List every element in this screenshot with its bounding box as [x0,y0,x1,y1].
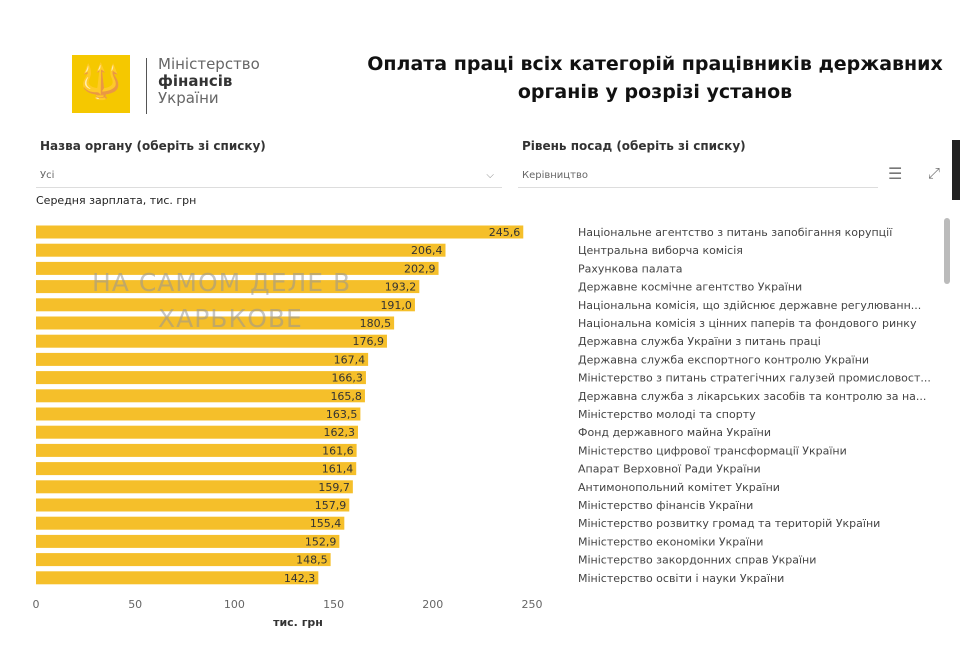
expand-icon[interactable]: ⤢ [928,164,941,182]
bar [36,480,353,494]
logo-text-2: фінансів [158,72,233,90]
x-tick-label: 100 [224,598,245,611]
bar [36,371,366,385]
watermark-line-1: НА САМОМ ДЕЛЕ В [92,268,352,297]
bar [36,243,446,257]
ministry-logo [72,55,130,113]
bar [36,534,340,548]
bar [36,425,359,439]
bar [36,407,361,421]
data-label: 176,9 [352,335,384,348]
bar [36,316,395,330]
data-label: 193,2 [385,281,417,294]
data-label: 161,4 [322,463,354,476]
chevron-down-icon: ⌵ [486,170,494,181]
category-label: Міністерство з питань стратегічних галуз… [578,372,931,385]
data-label: 148,5 [296,554,328,567]
data-label: 161,6 [322,444,354,457]
bar [36,225,524,239]
scrollbar[interactable] [944,218,950,284]
filter-level-dropdown[interactable]: Керівництво [518,164,878,188]
x-tick-label: 200 [422,598,443,611]
category-label: Антимонопольний комітет України [578,481,780,494]
data-label: 163,5 [326,408,358,421]
title-line-2: органів у розрізі установ [517,81,793,103]
bar [36,571,319,585]
filter-icon[interactable]: ☰ [888,164,903,183]
data-label: 159,7 [318,481,350,494]
category-label: Центральна виборча комісія [578,244,743,257]
x-tick-label: 150 [323,598,344,611]
bar [36,280,420,294]
bar [36,334,387,348]
data-label: 142,3 [284,572,316,585]
category-label: Національна комісія з цінних паперів та … [578,317,917,330]
bar [36,298,415,312]
x-tick-label: 250 [522,598,543,611]
filter-organ-value: Усі [40,170,55,181]
category-label: Міністерство освіти і науки України [578,572,784,585]
x-tick-label: 0 [33,598,40,611]
data-label: 157,9 [315,499,347,512]
data-label: 155,4 [310,517,342,530]
bar [36,498,350,512]
category-label: Міністерство молоді та спорту [578,408,756,421]
bar [36,462,357,476]
category-label: Міністерство фінансів України [578,499,753,512]
category-label: Державне космічне агентство України [578,281,802,294]
logo-text-1: Міністерство [158,55,260,73]
bar [36,516,345,530]
category-label: Рахункова палата [578,262,683,275]
data-label: 206,4 [411,244,443,257]
watermark-line-2: ХАРЬКОВЕ [158,304,303,333]
logo-text-3: України [158,89,219,107]
category-label: Міністерство розвитку громад та територі… [578,517,880,530]
data-label: 166,3 [331,372,363,385]
category-label: Державна служба з лікарських засобів та … [578,390,926,403]
filter-level-value: Керівництво [522,170,588,181]
x-tick-label: 50 [128,598,142,611]
category-label: Державна служба України з питань праці [578,335,821,348]
filter-organ-label: Назва органу (оберіть зі списку) [40,139,266,153]
data-label: 180,5 [360,317,392,330]
data-label: 245,6 [489,226,521,239]
trident-icon: 🔱 [79,62,123,102]
category-label: Національна комісія, що здійснює державн… [578,299,921,312]
data-label: 162,3 [324,426,356,439]
bar [36,553,331,567]
category-label: Міністерство закордонних справ України [578,554,816,567]
bar [36,389,365,403]
category-label: Фонд державного майна України [578,426,771,439]
cropped-panel [952,140,960,200]
bar [36,261,439,275]
data-label: 152,9 [305,535,337,548]
bar [36,443,357,457]
page-title: Оплата праці всіх категорій працівників … [345,50,960,106]
category-label: Національне агентство з питань запобіган… [578,226,893,239]
data-label: 191,0 [380,299,412,312]
category-label: Міністерство цифрової трансформації Укра… [578,444,847,457]
category-label: Апарат Верховної Ради України [578,463,761,476]
bar [36,352,369,366]
filter-organ-dropdown[interactable]: Усі ⌵ [36,164,502,188]
filter-level-label: Рівень посад (оберіть зі списку) [522,139,746,153]
chart-y-title: Середня зарплата, тис. грн [36,194,197,207]
category-label: Державна служба експортного контролю Укр… [578,353,869,366]
x-axis-title: тис. грн [273,616,323,629]
data-label: 202,9 [404,262,436,275]
category-label: Міністерство економіки України [578,535,763,548]
data-label: 167,4 [334,353,366,366]
data-label: 165,8 [330,390,362,403]
title-line-1: Оплата праці всіх категорій працівників … [367,53,943,75]
logo-divider [146,58,147,114]
